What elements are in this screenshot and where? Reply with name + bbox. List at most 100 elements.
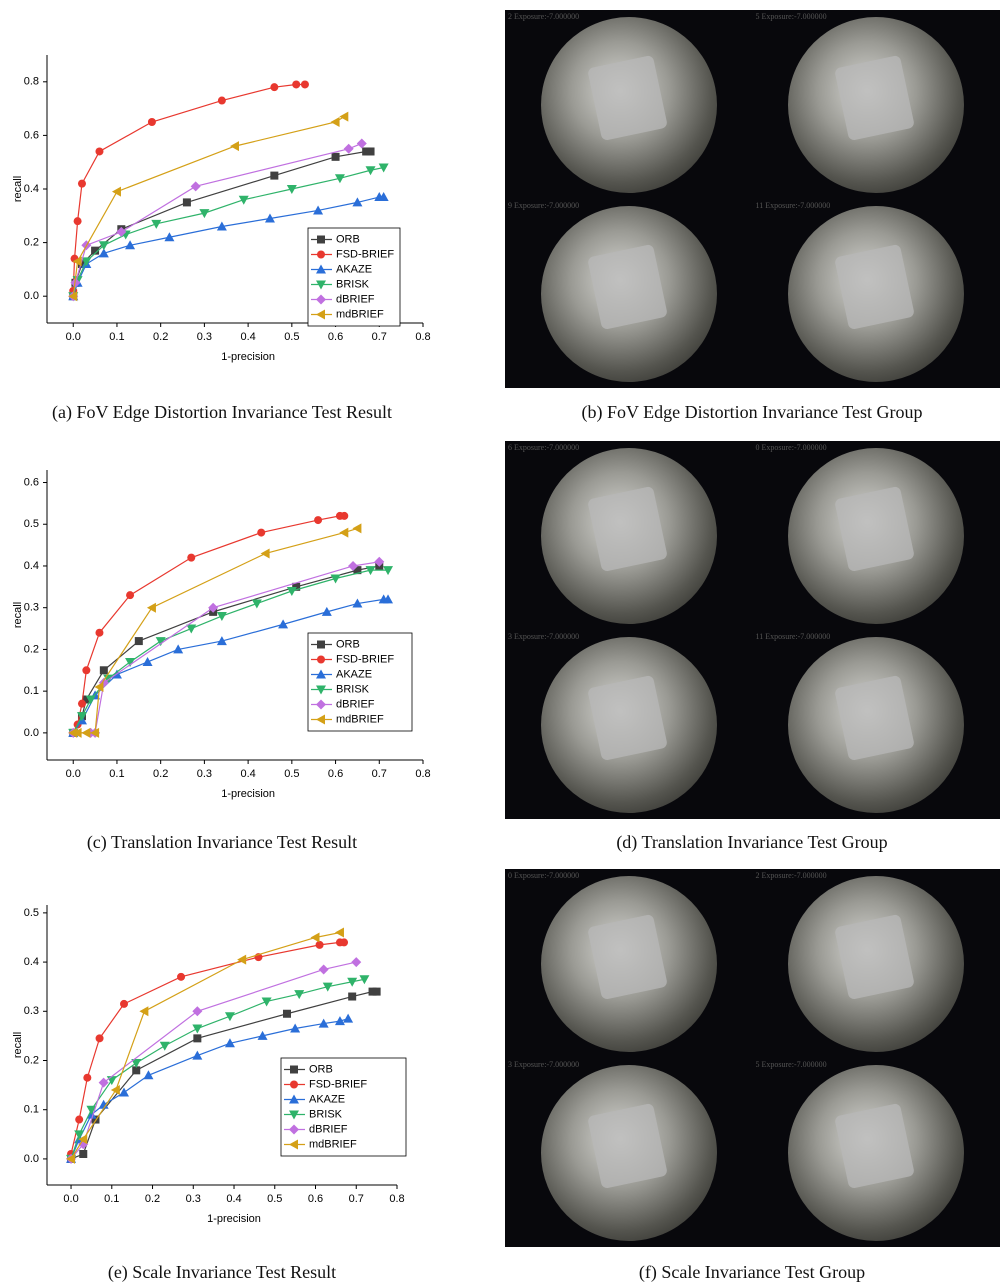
- legend-box: [307, 227, 401, 327]
- marker: [91, 1115, 100, 1124]
- fisheye-image: [788, 636, 965, 813]
- marker: [72, 727, 82, 738]
- photo: 3 Exposure:-7.000000: [505, 1058, 753, 1247]
- legend-marker: [289, 1094, 299, 1104]
- x-axis-label: 1-precision: [207, 1213, 261, 1225]
- marker: [151, 219, 162, 229]
- marker: [334, 1016, 345, 1026]
- marker: [155, 637, 166, 647]
- marker: [330, 117, 340, 127]
- marker: [343, 143, 354, 154]
- y-tick-label: 0.2: [24, 237, 39, 249]
- x-tick-label: 0.8: [389, 1193, 404, 1205]
- legend-label: mdBRIEF: [336, 713, 384, 725]
- marker: [368, 987, 377, 996]
- y-tick-label: 0.6: [24, 476, 39, 488]
- caption: (e) Scale Invariance Test Result: [107, 1262, 337, 1282]
- marker: [318, 964, 329, 975]
- photo: 9 Exposure:-7.000000: [505, 199, 753, 388]
- marker: [83, 1073, 92, 1082]
- marker: [322, 982, 333, 992]
- x-tick-label: 0.0: [66, 768, 81, 780]
- x-tick-label: 0.1: [104, 1193, 119, 1205]
- y-tick-label: 0.1: [24, 685, 39, 697]
- y-axis-label: recall: [12, 602, 24, 628]
- fisheye-image: [788, 16, 965, 193]
- marker: [74, 1130, 85, 1140]
- x-tick-label: 0.1: [109, 331, 124, 343]
- legend-label: mdBRIEF: [336, 308, 384, 320]
- fisheye-image: [540, 447, 717, 624]
- legend-label: BRISK: [309, 1108, 343, 1120]
- marker: [257, 1030, 268, 1040]
- caption: (c) Translation Invariance Test Result: [86, 832, 358, 852]
- x-tick-label: 0.3: [197, 331, 212, 343]
- caption: (b) FoV Edge Distortion Invariance Test …: [581, 402, 923, 422]
- legend-label: AKAZE: [336, 668, 372, 680]
- legend-label: ORB: [336, 233, 360, 245]
- caption: (f) Scale Invariance Test Group: [638, 1262, 866, 1282]
- marker: [182, 198, 191, 207]
- legend-marker: [290, 1065, 298, 1074]
- marker: [120, 999, 129, 1008]
- marker: [91, 246, 100, 255]
- marker: [216, 636, 227, 646]
- marker: [264, 213, 275, 223]
- marker: [270, 83, 279, 92]
- marker: [340, 511, 349, 520]
- photo: 11 Exposure:-7.000000: [753, 199, 1001, 388]
- marker: [85, 695, 96, 705]
- marker: [81, 727, 91, 738]
- series-line: [72, 515, 345, 734]
- marker: [73, 217, 82, 226]
- x-tick-label: 0.8: [415, 768, 430, 780]
- marker: [315, 940, 324, 949]
- marker: [192, 1006, 203, 1017]
- photo: 0 Exposure:-7.000000: [753, 441, 1001, 630]
- photo: 6 Exposure:-7.000000: [505, 441, 753, 630]
- marker: [230, 141, 239, 152]
- marker: [216, 221, 227, 231]
- y-tick-label: 0.6: [24, 129, 39, 141]
- marker: [339, 527, 349, 538]
- legend-box: [307, 632, 413, 732]
- marker: [365, 566, 376, 576]
- marker: [383, 594, 394, 604]
- marker: [95, 1034, 104, 1043]
- marker: [362, 147, 371, 156]
- marker: [331, 152, 340, 161]
- marker: [321, 606, 332, 616]
- marker: [98, 1099, 109, 1109]
- marker: [334, 174, 345, 184]
- x-tick-label: 0.5: [284, 768, 299, 780]
- marker: [343, 1013, 354, 1023]
- marker: [95, 147, 104, 156]
- photo-label: 3 Exposure:-7.000000: [508, 1060, 580, 1069]
- marker: [334, 927, 344, 938]
- photo-label: 2 Exposure:-7.000000: [508, 12, 580, 21]
- marker: [216, 612, 227, 622]
- fisheye-image: [540, 205, 717, 382]
- marker: [76, 712, 87, 722]
- marker: [193, 1034, 202, 1043]
- marker: [75, 1115, 84, 1124]
- legend-label: ORB: [336, 638, 360, 650]
- x-tick-label: 0.6: [328, 768, 343, 780]
- marker: [383, 566, 394, 576]
- marker: [147, 118, 156, 126]
- legend-marker: [317, 250, 325, 259]
- y-tick-label: 0.4: [24, 956, 39, 968]
- fisheye-image: [540, 875, 717, 1052]
- fisheye-image: [788, 875, 965, 1052]
- legend-label: AKAZE: [309, 1093, 345, 1105]
- marker: [292, 582, 301, 591]
- marker: [270, 171, 279, 180]
- y-tick-label: 0.5: [24, 518, 39, 530]
- marker: [251, 599, 262, 609]
- marker: [208, 602, 219, 613]
- fisheye-image: [788, 447, 965, 624]
- marker: [77, 699, 86, 708]
- y-tick-label: 0.0: [24, 1153, 39, 1165]
- fisheye-image: [788, 1064, 965, 1241]
- marker: [372, 987, 381, 996]
